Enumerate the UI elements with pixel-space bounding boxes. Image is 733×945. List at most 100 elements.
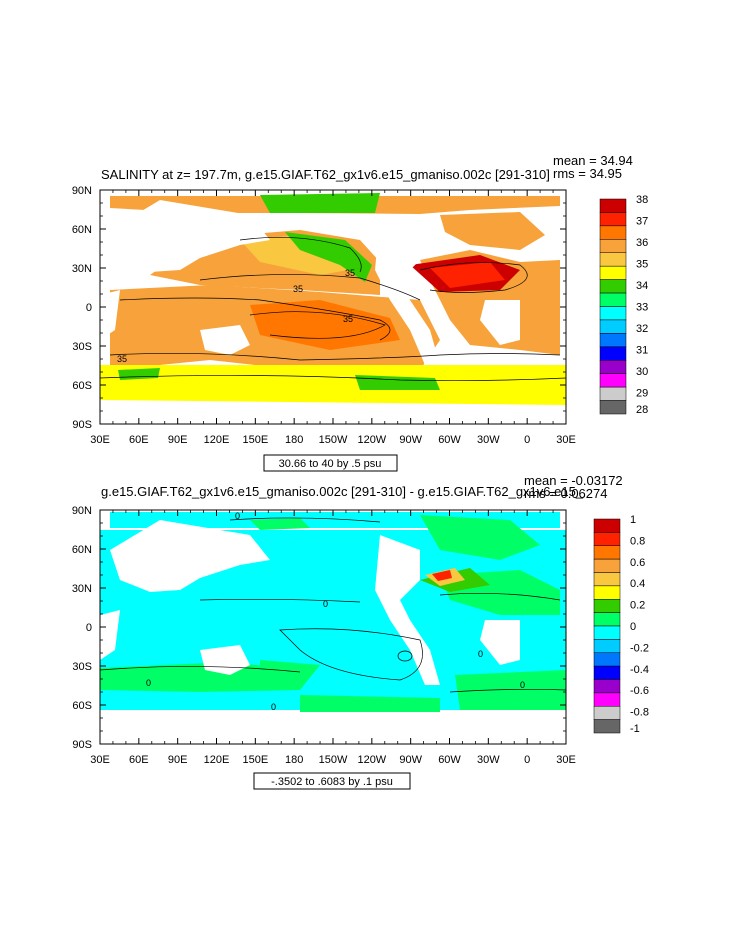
colorbar-swatch — [593, 692, 621, 707]
colorbar-swatch — [599, 252, 627, 267]
colorbar-swatch — [593, 719, 621, 734]
shade-region — [260, 660, 320, 690]
shade-region — [285, 232, 372, 282]
panel1-rms: rms = 34.95 — [553, 166, 622, 181]
panel2-title: g.e15.GIAF.T62_gx1v6.e15_gmaniso.002c [2… — [101, 484, 584, 499]
contour-label: 0 — [235, 511, 240, 521]
y-tick-label: 60S — [72, 380, 92, 392]
y-tick-label: 90S — [72, 739, 92, 751]
shade-region — [420, 515, 540, 560]
y-tick-label: 30N — [72, 583, 92, 595]
colorbar-label: 0.2 — [630, 600, 645, 612]
colorbar-label: -0.4 — [630, 664, 649, 676]
x-tick-label: 30W — [477, 754, 500, 766]
colorbar-label: -1 — [630, 723, 640, 735]
contour-label: 0 — [146, 678, 151, 688]
colorbar-label: 38 — [636, 194, 648, 206]
shade-region — [300, 695, 440, 712]
colorbar-label: 28 — [636, 404, 648, 416]
x-tick-label: 60W — [438, 754, 461, 766]
colorbar-swatch — [593, 652, 621, 667]
colorbar-swatch — [593, 706, 621, 720]
land — [480, 620, 520, 665]
y-tick-label: 30S — [72, 341, 92, 353]
contour-label: 35 — [343, 314, 353, 324]
land — [375, 535, 440, 685]
panel2-axes: 30E 60E 90E 120E 150E 180 150W 120W 90W 60W 30W 0 30… — [72, 505, 576, 766]
contour-label: 0 — [520, 680, 525, 690]
contour-label: 35 — [345, 268, 355, 278]
x-tick-label: 90W — [399, 754, 422, 766]
x-tick-label: 0 — [524, 754, 530, 766]
colorbar-swatch — [593, 639, 621, 653]
panel2-map: 0 0 0 0 0 0 — [100, 510, 566, 744]
x-tick-label: 150W — [319, 754, 348, 766]
land — [200, 325, 250, 355]
colorbar-swatch — [599, 239, 627, 253]
colorbar-swatch — [599, 346, 627, 361]
land — [375, 215, 440, 365]
colorbar-swatch — [599, 360, 627, 374]
panel2-mean: mean = -0.03172 — [524, 473, 623, 488]
x-tick-label: 120W — [357, 754, 386, 766]
x-tick-label: 90E — [168, 434, 188, 446]
colorbar-swatch — [593, 572, 621, 587]
y-tick-label: 60S — [72, 700, 92, 712]
panel-salinity: SALINITY at z= 197.7m, g.e15.GIAF.T62_gx… — [72, 153, 648, 472]
colorbar-swatch — [593, 558, 621, 573]
x-tick-label: 60E — [129, 434, 149, 446]
x-tick-label: 120W — [357, 434, 386, 446]
colorbar-label: 1 — [630, 514, 636, 526]
colorbar-label: 34 — [636, 280, 648, 292]
x-tick-label: 180 — [285, 754, 303, 766]
x-tick-label: 120E — [204, 754, 230, 766]
y-tick-label: 90S — [72, 419, 92, 431]
y-tick-label: 60N — [72, 224, 92, 236]
panel-difference: g.e15.GIAF.T62_gx1v6.e15_gmaniso.002c [2… — [72, 473, 649, 790]
y-tick-label: 60N — [72, 544, 92, 556]
land — [110, 200, 270, 272]
shade-region — [250, 300, 400, 350]
colorbar-label: 35 — [636, 259, 648, 271]
x-tick-label: 180 — [285, 434, 303, 446]
x-tick-label: 90W — [399, 434, 422, 446]
colorbar-swatch — [593, 612, 621, 627]
land — [110, 520, 270, 592]
contours — [100, 237, 566, 382]
colorbar-swatch — [599, 373, 627, 388]
x-tick-label: 60W — [438, 434, 461, 446]
colorbar-swatch — [599, 265, 627, 280]
x-tick-label: 0 — [524, 434, 530, 446]
colorbar-label: 32 — [636, 323, 648, 335]
x-tick-label: 150E — [242, 754, 268, 766]
x-tick-label: 30E — [556, 754, 576, 766]
contour-label: 0 — [323, 599, 328, 609]
y-tick-label: 30S — [72, 661, 92, 673]
shade-region — [432, 570, 452, 581]
colorbar-label: 36 — [636, 237, 648, 249]
colorbar-swatch — [599, 333, 627, 348]
x-tick-label: 30E — [90, 434, 110, 446]
y-tick-label: 30N — [72, 263, 92, 275]
shade-region — [100, 662, 300, 692]
colorbar-swatch — [593, 518, 621, 533]
colorbar-swatch — [599, 306, 627, 321]
y-tick-label: 90N — [72, 505, 92, 517]
colorbar-swatch — [593, 679, 621, 694]
shade-region — [260, 193, 380, 213]
panel1-contour-info: 30.66 to 40 by .5 psu — [279, 458, 382, 470]
contour-label: 0 — [478, 649, 483, 659]
shade-region — [250, 518, 310, 530]
shade-region — [430, 262, 505, 288]
colorbar-swatch — [599, 279, 627, 294]
contour-label: 35 — [293, 284, 303, 294]
colorbar-swatch — [599, 292, 627, 307]
x-tick-label: 150W — [319, 434, 348, 446]
panel1-colorbar: 38 37 36 35 34 33 32 31 30 29 28 — [599, 194, 648, 416]
x-tick-label: 30E — [90, 754, 110, 766]
contour-label: 35 — [117, 354, 127, 364]
panel2-colorbar: 1 0.8 0.6 0.4 0.2 0 -0.2 -0.4 -0.6 -0.8 -1 — [593, 514, 649, 735]
colorbar-label: -0.6 — [630, 685, 649, 697]
land — [100, 610, 120, 660]
